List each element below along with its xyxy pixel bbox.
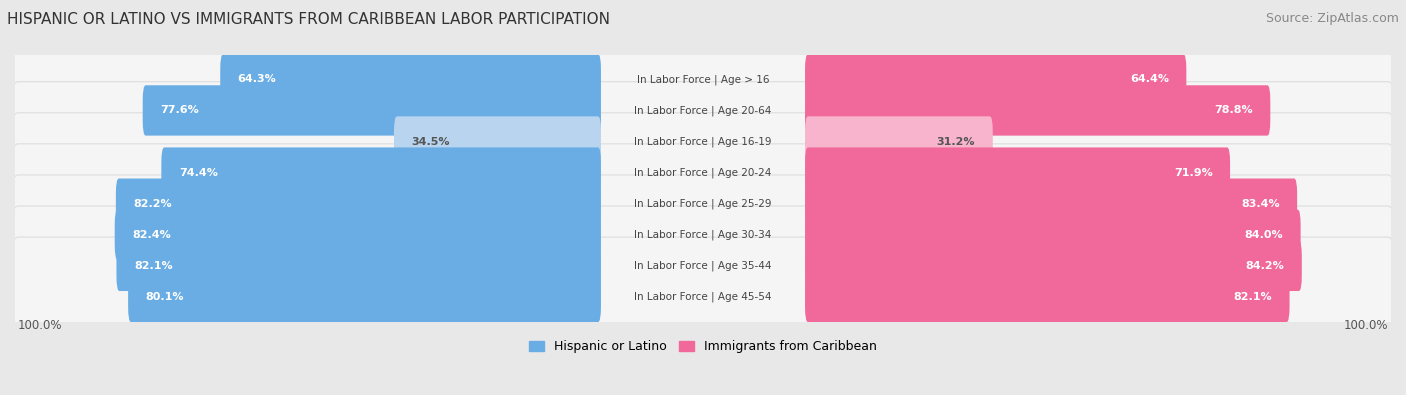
Text: Source: ZipAtlas.com: Source: ZipAtlas.com: [1265, 12, 1399, 25]
Text: 77.6%: 77.6%: [160, 105, 198, 115]
Text: 82.4%: 82.4%: [132, 230, 172, 240]
Text: 82.1%: 82.1%: [1233, 292, 1272, 302]
Text: 74.4%: 74.4%: [179, 167, 218, 178]
FancyBboxPatch shape: [10, 82, 1396, 201]
Text: 78.8%: 78.8%: [1215, 105, 1253, 115]
FancyBboxPatch shape: [115, 179, 600, 229]
Text: 84.0%: 84.0%: [1244, 230, 1284, 240]
Text: 71.9%: 71.9%: [1174, 167, 1212, 178]
Text: In Labor Force | Age 35-44: In Labor Force | Age 35-44: [634, 261, 772, 271]
FancyBboxPatch shape: [115, 210, 600, 260]
Text: 100.0%: 100.0%: [1344, 319, 1388, 332]
Text: In Labor Force | Age 45-54: In Labor Force | Age 45-54: [634, 292, 772, 302]
FancyBboxPatch shape: [162, 147, 600, 198]
FancyBboxPatch shape: [221, 54, 600, 105]
FancyBboxPatch shape: [10, 237, 1396, 357]
FancyBboxPatch shape: [806, 85, 1270, 135]
FancyBboxPatch shape: [10, 51, 1396, 170]
FancyBboxPatch shape: [128, 272, 600, 322]
FancyBboxPatch shape: [806, 147, 1230, 198]
Text: In Labor Force | Age 25-29: In Labor Force | Age 25-29: [634, 198, 772, 209]
FancyBboxPatch shape: [806, 179, 1298, 229]
Text: HISPANIC OR LATINO VS IMMIGRANTS FROM CARIBBEAN LABOR PARTICIPATION: HISPANIC OR LATINO VS IMMIGRANTS FROM CA…: [7, 12, 610, 27]
Text: 64.3%: 64.3%: [238, 74, 277, 85]
Text: In Labor Force | Age 16-19: In Labor Force | Age 16-19: [634, 136, 772, 147]
FancyBboxPatch shape: [117, 241, 600, 291]
Text: 100.0%: 100.0%: [18, 319, 62, 332]
Text: 82.2%: 82.2%: [134, 199, 172, 209]
Text: In Labor Force | Age 20-64: In Labor Force | Age 20-64: [634, 105, 772, 116]
Text: 64.4%: 64.4%: [1130, 74, 1168, 85]
FancyBboxPatch shape: [394, 117, 600, 167]
Text: In Labor Force | Age 30-34: In Labor Force | Age 30-34: [634, 229, 772, 240]
Text: 84.2%: 84.2%: [1246, 261, 1284, 271]
FancyBboxPatch shape: [142, 85, 600, 135]
FancyBboxPatch shape: [806, 210, 1301, 260]
FancyBboxPatch shape: [10, 19, 1396, 139]
Legend: Hispanic or Latino, Immigrants from Caribbean: Hispanic or Latino, Immigrants from Cari…: [524, 335, 882, 358]
Text: In Labor Force | Age 20-24: In Labor Force | Age 20-24: [634, 167, 772, 178]
Text: 83.4%: 83.4%: [1241, 199, 1279, 209]
FancyBboxPatch shape: [806, 117, 993, 167]
FancyBboxPatch shape: [10, 144, 1396, 263]
Text: 34.5%: 34.5%: [412, 137, 450, 147]
Text: 80.1%: 80.1%: [146, 292, 184, 302]
FancyBboxPatch shape: [10, 175, 1396, 295]
Text: 31.2%: 31.2%: [936, 137, 976, 147]
FancyBboxPatch shape: [806, 241, 1302, 291]
Text: 82.1%: 82.1%: [134, 261, 173, 271]
FancyBboxPatch shape: [806, 54, 1187, 105]
FancyBboxPatch shape: [806, 272, 1289, 322]
FancyBboxPatch shape: [10, 206, 1396, 325]
FancyBboxPatch shape: [10, 113, 1396, 232]
Text: In Labor Force | Age > 16: In Labor Force | Age > 16: [637, 74, 769, 85]
